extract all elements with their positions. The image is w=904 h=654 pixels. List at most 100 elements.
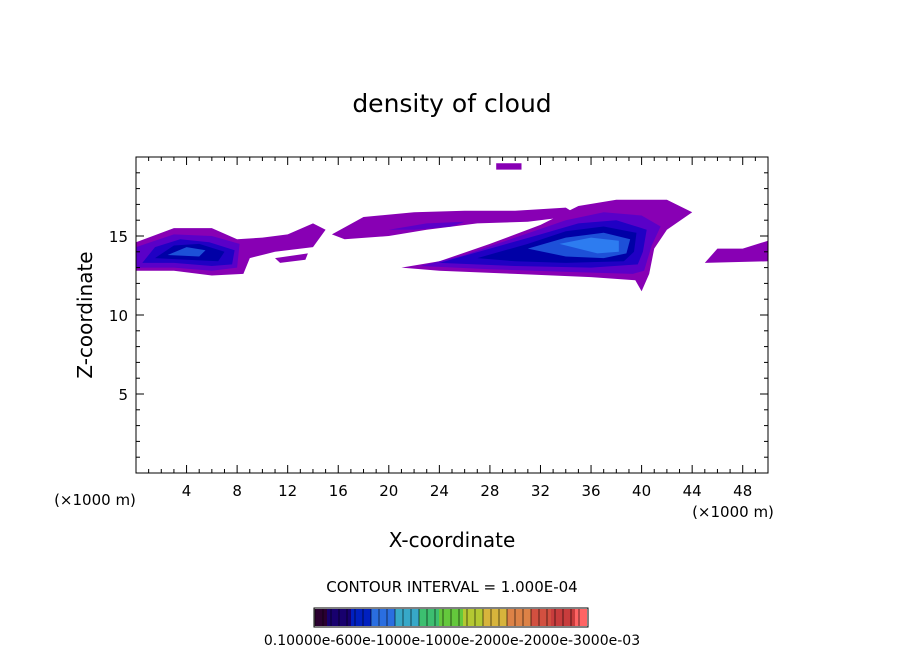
colorbar-swatch — [383, 609, 387, 626]
colorbar-swatch — [567, 609, 571, 626]
contour-small-fragment-level-0 — [275, 253, 308, 263]
colorbar-swatch — [435, 609, 439, 626]
colorbar-swatch — [479, 609, 483, 626]
colorbar-swatch — [351, 609, 355, 626]
chart-title: density of cloud — [352, 89, 551, 118]
colorbar-swatch — [371, 609, 375, 626]
contour-right-patch-level-0 — [704, 240, 768, 263]
colorbar-swatch — [399, 609, 403, 626]
y-tick-label: 15 — [109, 228, 128, 246]
colorbar-swatch — [315, 609, 319, 626]
x-tick-label: 12 — [278, 482, 297, 500]
colorbar-frame — [313, 607, 589, 628]
x-tick-label: 20 — [379, 482, 398, 500]
colorbar-swatch — [551, 609, 555, 626]
colorbar-tick-labels: 0.10000e-600e-1000e-1000e-2000e-2000e-30… — [264, 633, 640, 649]
colorbar-swatch — [559, 609, 563, 626]
colorbar-swatch — [375, 609, 379, 626]
colorbar-swatch — [495, 609, 499, 626]
colorbar-swatch — [539, 609, 543, 626]
colorbar-swatch — [403, 609, 407, 626]
x-tick-label: 24 — [430, 482, 449, 500]
x-axis-label: X-coordinate — [389, 528, 516, 552]
colorbar-swatch — [519, 609, 523, 626]
contour-main-anvil-level-5 — [559, 237, 619, 254]
cloud-contour-fill — [136, 163, 768, 292]
colorbar-swatch — [491, 609, 495, 626]
colorbar-swatch — [359, 609, 363, 626]
colorbar-swatch — [395, 609, 399, 626]
colorbar-swatch — [547, 609, 551, 626]
colorbar-swatch — [583, 609, 587, 626]
colorbar — [314, 609, 587, 626]
contour-upper-thin-layer-level-1 — [388, 221, 465, 230]
colorbar-swatch — [459, 609, 463, 626]
colorbar-swatch — [523, 609, 527, 626]
colorbar-swatch — [455, 609, 459, 626]
colorbar-swatch — [439, 609, 443, 626]
x-tick-label: 28 — [480, 482, 499, 500]
contour-small-top-level-0 — [496, 163, 522, 170]
colorbar-swatch — [431, 609, 435, 626]
x-tick-label: 40 — [632, 482, 651, 500]
colorbar-swatch — [415, 609, 419, 626]
x-tick-label: 48 — [733, 482, 752, 500]
contour-left-cloud-level-4 — [167, 247, 206, 257]
colorbar-swatch — [419, 609, 423, 626]
colorbar-swatch — [347, 609, 351, 626]
colorbar-swatch — [499, 609, 503, 626]
colorbar-swatch — [319, 609, 323, 626]
colorbar-swatch — [535, 609, 539, 626]
y-tick-labels: 5 10 15 — [109, 228, 128, 404]
colorbar-swatch — [323, 609, 327, 626]
colorbar-swatch — [471, 609, 475, 626]
colorbar-swatch — [367, 609, 371, 626]
colorbar-swatch — [327, 609, 331, 626]
colorbar-swatch — [543, 609, 547, 626]
colorbar-swatch — [443, 609, 447, 626]
colorbar-swatch — [563, 609, 567, 626]
x-tick-label: 44 — [683, 482, 702, 500]
x-tick-label: 8 — [232, 482, 242, 500]
x-tick-labels: 4 8 12 16 20 24 28 32 36 40 44 48 — [182, 482, 752, 500]
colorbar-swatch — [343, 609, 347, 626]
y-tick-label: 5 — [118, 386, 128, 404]
colorbar-swatch — [355, 609, 359, 626]
colorbar-swatch — [511, 609, 515, 626]
colorbar-swatch — [531, 609, 535, 626]
y-tick-label: 10 — [109, 307, 128, 325]
colorbar-swatch — [483, 609, 487, 626]
colorbar-swatch — [527, 609, 531, 626]
axis-ticks — [136, 157, 768, 473]
colorbar-swatch — [407, 609, 411, 626]
colorbar-swatch — [379, 609, 383, 626]
colorbar-swatch — [487, 609, 491, 626]
colorbar-swatch — [387, 609, 391, 626]
x-tick-label: 16 — [329, 482, 348, 500]
colorbar-swatch — [411, 609, 415, 626]
colorbar-swatch — [423, 609, 427, 626]
x-tick-label: 4 — [182, 482, 192, 500]
colorbar-swatch — [463, 609, 467, 626]
x-tick-label: 36 — [581, 482, 600, 500]
colorbar-swatch — [575, 609, 579, 626]
colorbar-swatch — [451, 609, 455, 626]
colorbar-swatch — [331, 609, 335, 626]
x-unit-right: (×1000 m) — [692, 503, 774, 521]
y-axis-label: Z-coordinate — [73, 251, 97, 378]
colorbar-swatch — [475, 609, 479, 626]
colorbar-swatch — [339, 609, 343, 626]
x-unit-left: (×1000 m) — [54, 491, 136, 509]
colorbar-swatch — [427, 609, 431, 626]
colorbar-swatch — [391, 609, 395, 626]
colorbar-swatch — [555, 609, 559, 626]
colorbar-swatch — [335, 609, 339, 626]
colorbar-swatch — [571, 609, 575, 626]
colorbar-swatch — [515, 609, 519, 626]
x-tick-label: 32 — [531, 482, 550, 500]
colorbar-swatch — [447, 609, 451, 626]
colorbar-swatch — [363, 609, 367, 626]
contour-interval-label: CONTOUR INTERVAL = 1.000E-04 — [326, 578, 577, 596]
colorbar-swatch — [579, 609, 583, 626]
